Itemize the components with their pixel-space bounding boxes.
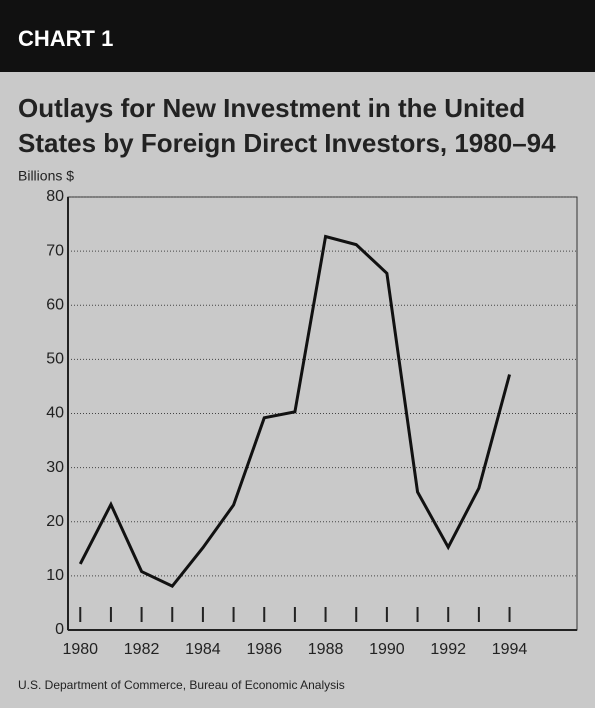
x-tick-label: 1986 xyxy=(246,641,282,658)
x-tick-label: 1988 xyxy=(308,641,344,658)
x-tick-label: 1982 xyxy=(124,641,160,658)
y-tick-label: 80 xyxy=(46,188,64,205)
y-tick-label: 0 xyxy=(55,621,64,638)
chart-title: States by Foreign Direct Investors, 1980… xyxy=(18,128,556,158)
y-axis-label: Billions $ xyxy=(18,168,74,184)
x-tick-label: 1992 xyxy=(430,641,466,658)
chart-title: Outlays for New Investment in the United xyxy=(18,93,525,123)
y-tick-label: 60 xyxy=(46,296,64,313)
y-tick-label: 30 xyxy=(46,459,64,476)
x-tick-label: 1984 xyxy=(185,641,221,658)
header: CHART 1 xyxy=(18,26,113,51)
y-tick-label: 50 xyxy=(46,351,64,368)
x-tick-label: 1980 xyxy=(62,641,98,658)
y-tick-label: 10 xyxy=(46,567,64,584)
y-tick-label: 40 xyxy=(46,405,64,422)
source-note: U.S. Department of Commerce, Bureau of E… xyxy=(18,678,345,692)
x-tick-label: 1994 xyxy=(492,641,528,658)
data-line xyxy=(78,234,511,589)
y-tick-label: 70 xyxy=(46,242,64,259)
x-tick-label: 1990 xyxy=(369,641,405,658)
header-bar xyxy=(0,0,595,72)
y-tick-label: 20 xyxy=(46,513,64,530)
